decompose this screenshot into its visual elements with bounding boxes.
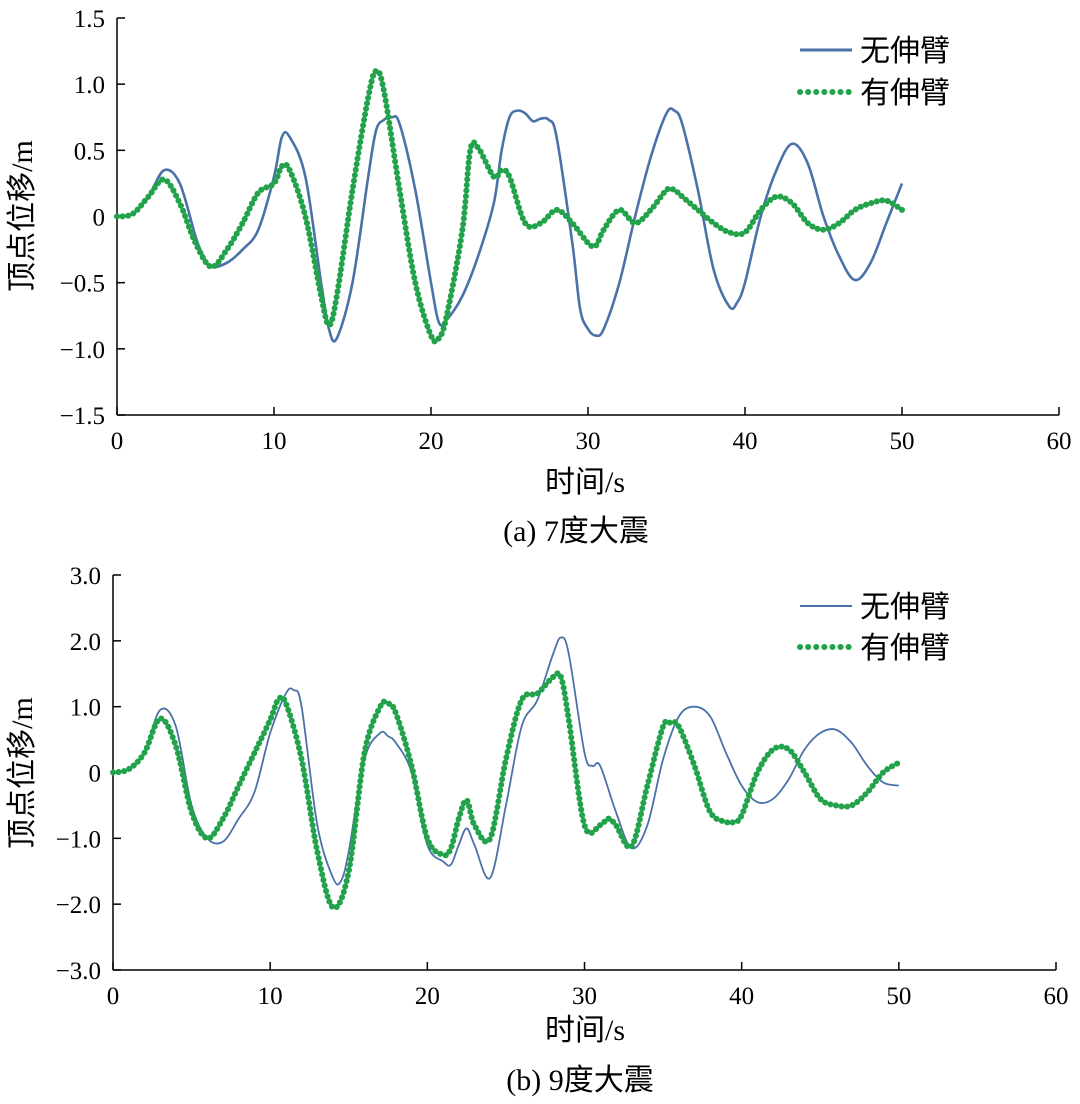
y-axis-title: 顶点位移/m — [6, 697, 39, 849]
x-tick-label: 30 — [576, 428, 601, 455]
series-line-without-outrigger — [116, 107, 904, 343]
ticks: 0 10 20 30 40 50 60 3.0 2.0 1.0 0 −1.0 −2.0 −3.0 — [56, 563, 1069, 1010]
x-tick-label: 50 — [890, 428, 915, 455]
y-tick-label: 0.5 — [74, 138, 105, 165]
chart-caption: (b) 9度大震 — [506, 1064, 653, 1097]
legend-label-series-2: 有伸臂 — [860, 632, 950, 665]
y-tick-label: 0 — [89, 761, 102, 788]
x-axis-title: 时间/s — [545, 1014, 625, 1047]
x-tick-label: 10 — [262, 428, 287, 455]
series-line-without-outrigger — [112, 636, 900, 886]
legend: 无伸臂 有伸臂 — [797, 591, 950, 665]
y-tick-label: −1.5 — [60, 403, 105, 430]
legend-label-series-1: 无伸臂 — [860, 591, 950, 624]
y-tick-label: −1.0 — [56, 826, 101, 853]
x-tick-label: 40 — [733, 428, 758, 455]
y-tick-label: 2.0 — [70, 629, 101, 656]
y-axis-title: 顶点位移/m — [6, 140, 39, 292]
series-line-with-outrigger — [110, 670, 902, 911]
y-tick-label: 3.0 — [70, 563, 101, 590]
x-tick-label: 0 — [111, 428, 124, 455]
x-tick-label: 0 — [107, 983, 120, 1010]
x-axis-title: 时间/s — [545, 466, 625, 499]
y-tick-label: 1.5 — [74, 6, 105, 33]
y-tick-label: 0 — [93, 205, 106, 232]
y-tick-label: 1.0 — [70, 695, 101, 722]
legend: 无伸臂 有伸臂 — [797, 35, 950, 110]
x-tick-label: 30 — [572, 983, 597, 1010]
series-layer — [114, 67, 905, 345]
x-tick-label: 20 — [415, 983, 440, 1010]
x-tick-label: 50 — [886, 983, 911, 1010]
chart-panel-a: 0 10 20 30 40 50 60 1.5 1.0 0.5 0 −0.5 −1.0 −1.5 无伸臂 … — [6, 6, 1072, 548]
y-tick-label: −2.0 — [56, 892, 101, 919]
x-tick-label: 20 — [419, 428, 444, 455]
series-layer — [110, 636, 902, 911]
legend-label-series-1: 无伸臂 — [860, 35, 950, 68]
x-tick-label: 40 — [729, 983, 754, 1010]
x-tick-label: 10 — [258, 983, 283, 1010]
x-tick-label: 60 — [1044, 983, 1069, 1010]
y-tick-label: −0.5 — [60, 271, 105, 298]
y-tick-label: 1.0 — [74, 72, 105, 99]
ticks: 0 10 20 30 40 50 60 1.5 1.0 0.5 0 −0.5 −1.0 −1.5 — [60, 6, 1072, 455]
legend-label-series-2: 有伸臂 — [860, 77, 950, 110]
series-line-with-outrigger — [114, 67, 905, 345]
y-tick-label: −3.0 — [56, 958, 101, 985]
y-tick-label: −1.0 — [60, 337, 105, 364]
chart-panel-b: 0 10 20 30 40 50 60 3.0 2.0 1.0 0 −1.0 −2.0 −3.0 无伸臂 … — [6, 563, 1069, 1097]
x-tick-label: 60 — [1047, 428, 1072, 455]
chart-caption: (a) 7度大震 — [503, 515, 649, 548]
